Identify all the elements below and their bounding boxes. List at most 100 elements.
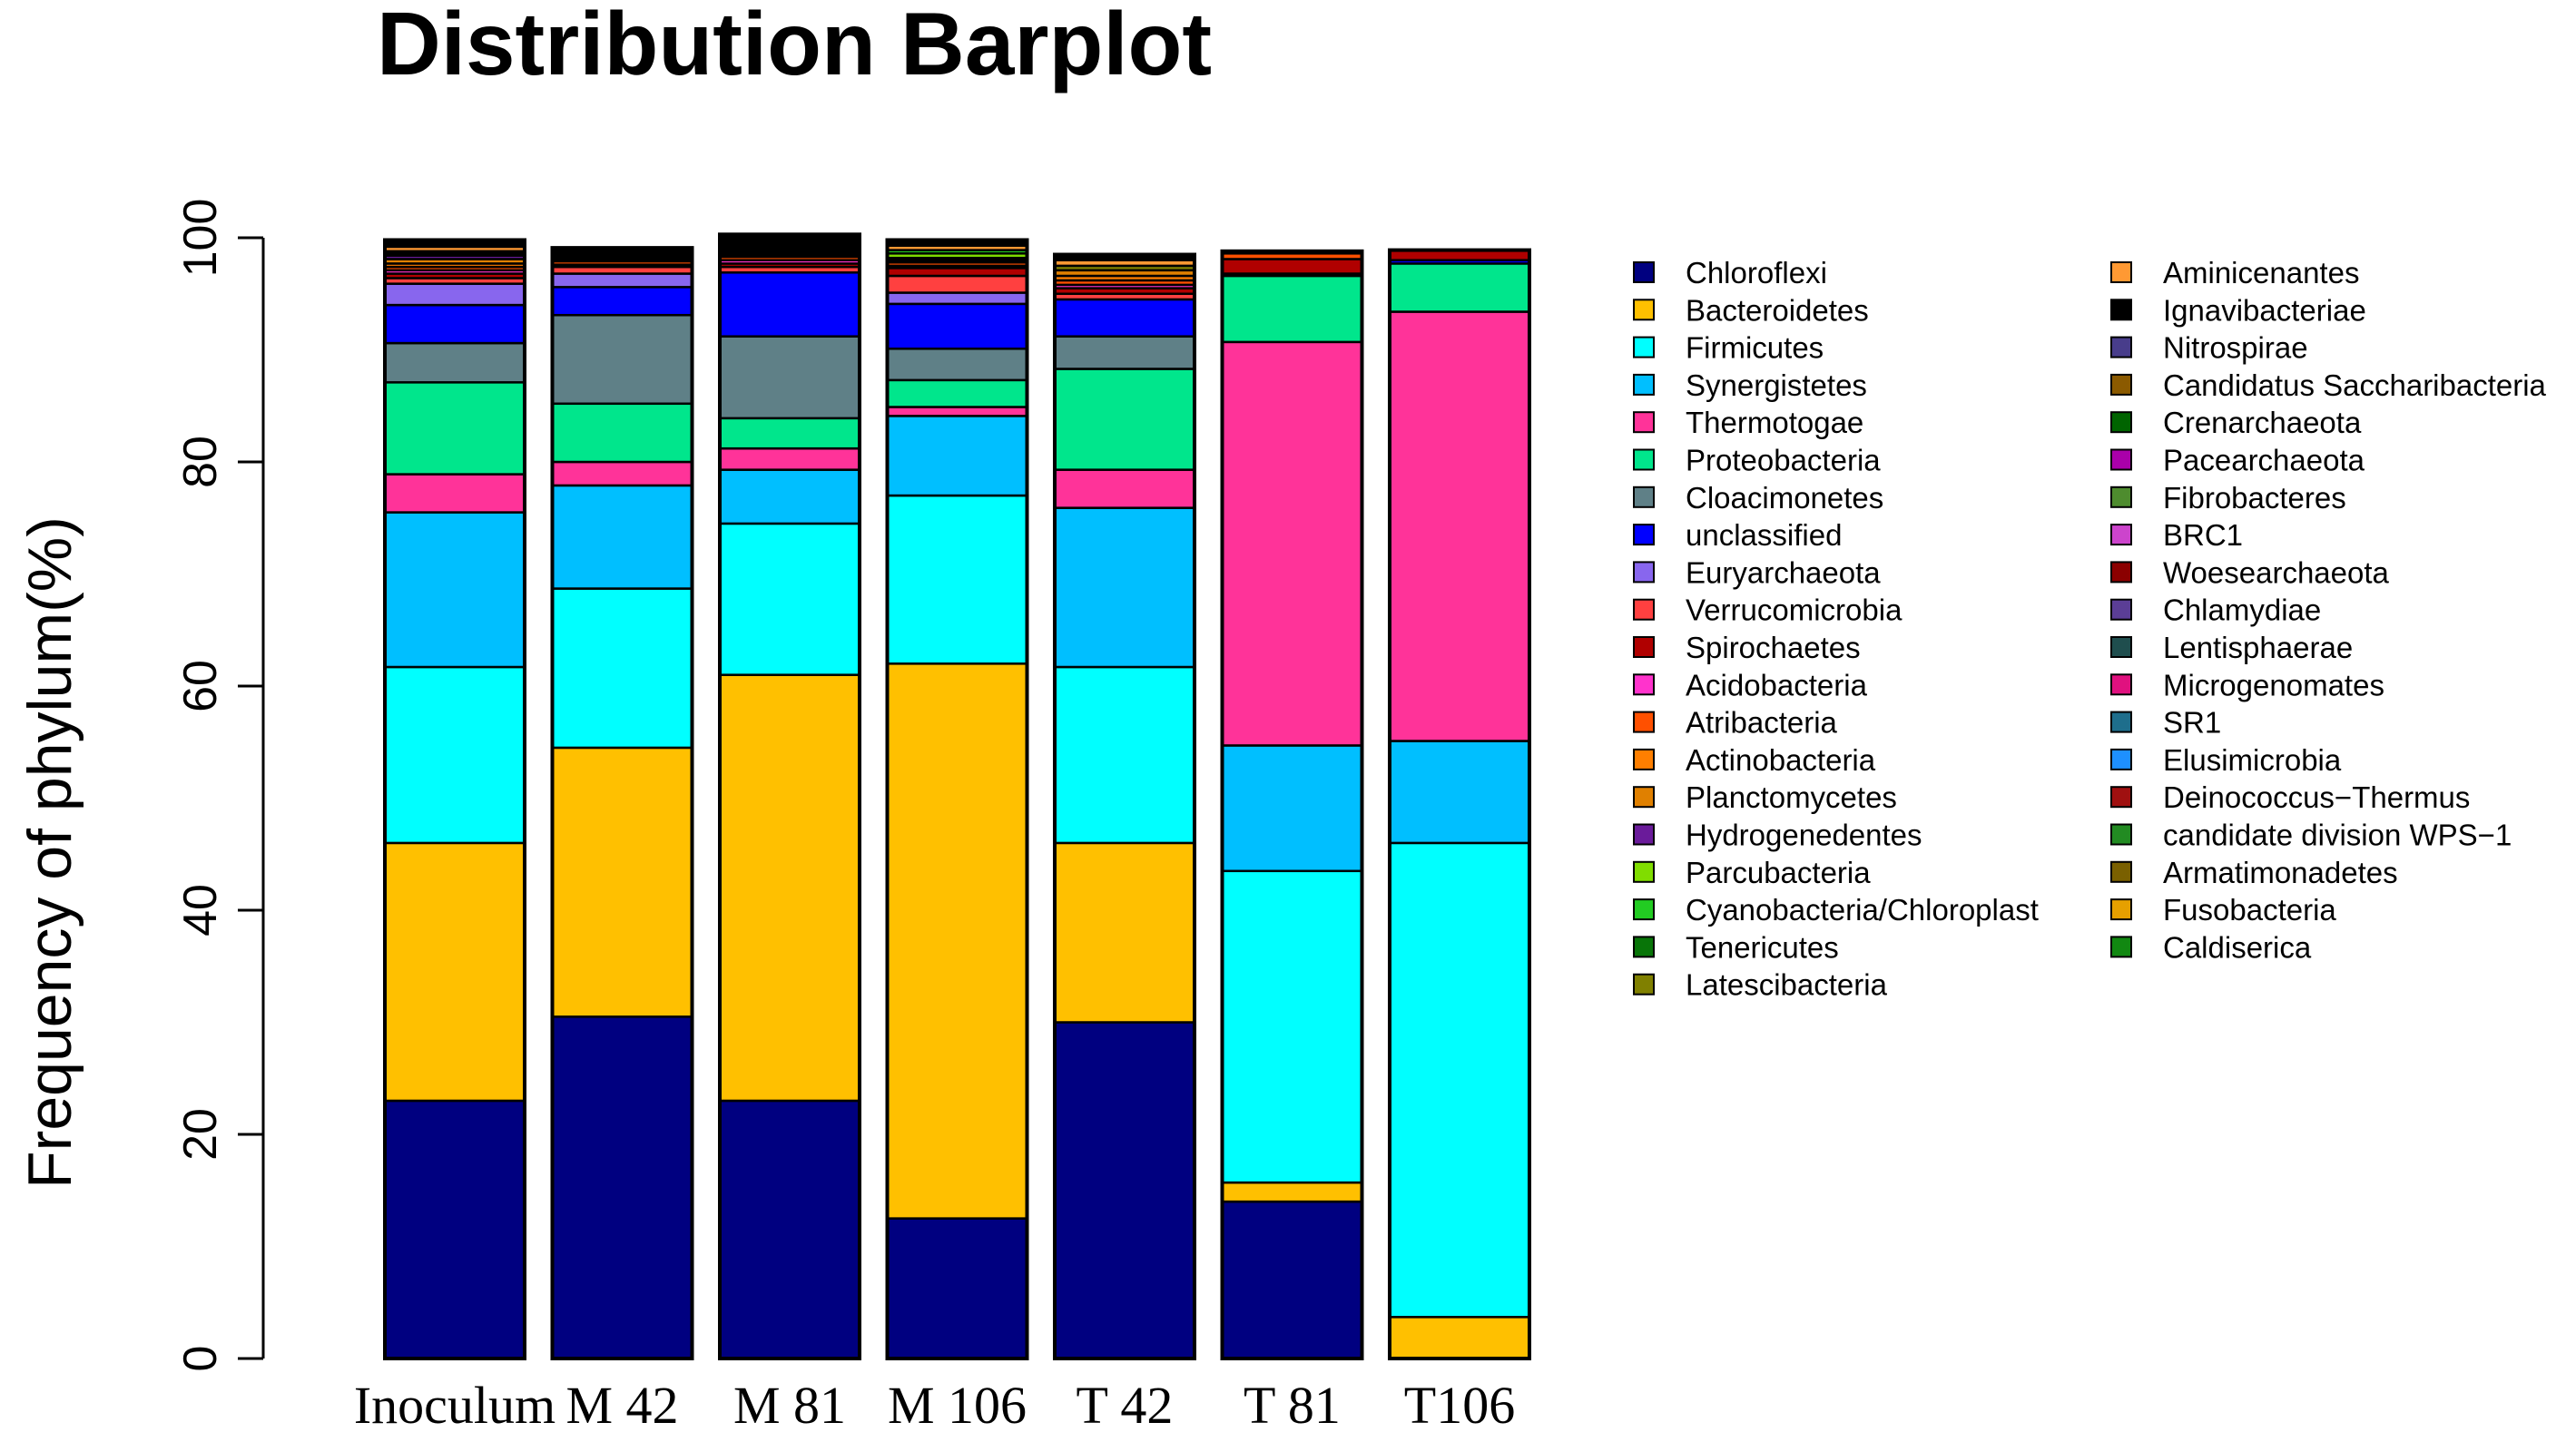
legend-item-aminicenantes: Aminicenantes: [2110, 256, 2359, 289]
bar-segment-bacteroidetes: [383, 841, 526, 1103]
legend-swatch: [2110, 524, 2132, 546]
legend-label: Atribacteria: [1686, 706, 1838, 740]
legend-swatch: [2110, 823, 2132, 846]
legend-swatch: [1633, 336, 1655, 358]
bar-segment-bacteroidetes: [551, 746, 693, 1018]
legend-swatch: [2110, 786, 2132, 809]
legend-label: Verrucomicrobia: [1686, 593, 1903, 627]
bar-segment-proteobacteria: [383, 381, 526, 476]
legend-item-hydrogenedentes: Hydrogenedentes: [1633, 819, 1922, 852]
legend-item-fusobacteria: Fusobacteria: [2110, 893, 2336, 927]
legend-item-spirochaetes: Spirochaetes: [1633, 631, 1861, 664]
bar-segment-chloroflexi: [1053, 1021, 1196, 1360]
bar-segment-chloroflexi: [886, 1217, 1028, 1360]
y-tick-label: 80: [174, 436, 227, 488]
bar-segment-proteobacteria: [718, 417, 861, 450]
legend-label: Synergistetes: [1686, 368, 1867, 402]
bar-segment-bacteroidetes: [1388, 1316, 1531, 1360]
bar-outline: [383, 238, 526, 1361]
legend-label: Thermotogae: [1686, 406, 1863, 439]
legend-label: Cyanobacteria/Chloroplast: [1686, 893, 2039, 927]
bar-outline: [1053, 252, 1196, 1360]
legend-swatch: [1633, 373, 1655, 396]
legend-swatch: [1633, 936, 1655, 958]
legend-label: Euryarchaeota: [1686, 555, 1881, 589]
legend-label: SR1: [2163, 706, 2221, 740]
bar-segment-spirochaetes: [1221, 258, 1363, 275]
bar-segment-thermotogae: [383, 473, 526, 514]
bar-segment-bacteroidetes: [1221, 1181, 1363, 1203]
bar-segment-euryarchaeota: [886, 291, 1028, 306]
legend-swatch: [1633, 898, 1655, 921]
legend-label: Pacearchaeota: [2163, 444, 2365, 477]
legend-swatch: [2110, 936, 2132, 958]
x-tick-label-m-42: M 42: [565, 1376, 678, 1435]
legend-item-cyanobacteria-chloroplast: Cyanobacteria/Chloroplast: [1633, 893, 2039, 927]
bar-segment-verrucomicrobia: [886, 274, 1028, 294]
bar-segment-synergistetes: [383, 511, 526, 669]
bar-segment-proteobacteria: [886, 378, 1028, 408]
legend-label: Lentisphaerae: [2163, 631, 2353, 664]
bar-outline: [550, 246, 694, 1360]
legend-label: Latescibacteria: [1686, 968, 1888, 1002]
x-tick-label-t-42: T 42: [1077, 1376, 1174, 1435]
legend-swatch: [2110, 711, 2132, 733]
bar-segment-euryarchaeota: [383, 282, 526, 307]
legend-label: Fibrobacteres: [2163, 481, 2346, 515]
y-tick-label: 40: [174, 884, 227, 937]
bar-segment-unclassified: [551, 286, 693, 317]
legend-label: Aminicenantes: [2163, 256, 2359, 289]
legend-label: Parcubacteria: [1686, 856, 1871, 889]
bar-segment-chloroflexi: [1221, 1200, 1363, 1360]
bar-segment-proteobacteria: [1053, 368, 1196, 471]
bar-segment-thermotogae: [1221, 340, 1363, 747]
legend-label: Deinococcus−Thermus: [2163, 780, 2470, 814]
legend-label: candidate division WPS−1: [2163, 819, 2512, 852]
legend-swatch: [2110, 411, 2132, 434]
bar-segment-bacteroidetes: [886, 662, 1028, 1220]
legend-label: Proteobacteria: [1686, 444, 1881, 477]
legend-item-firmicutes: Firmicutes: [1633, 331, 1824, 365]
x-tick-label-m-106: M 106: [888, 1376, 1027, 1435]
y-axis-label: Frequency of phylum(%): [15, 516, 84, 1189]
bar-segment-firmicutes: [886, 494, 1028, 665]
y-axis: 0 20 40 60 80 100 Frequency of phylum(%): [15, 199, 265, 1372]
legend-swatch: [1633, 673, 1655, 696]
legend-swatch: [2110, 898, 2132, 921]
legend-swatch: [2110, 748, 2132, 770]
legend-swatch: [2110, 336, 2132, 358]
bar-segment-firmicutes: [1388, 841, 1531, 1319]
legend-label: Woesearchaeota: [2163, 555, 2390, 589]
legend-item-verrucomicrobia: Verrucomicrobia: [1633, 593, 1903, 627]
legend-label: Hydrogenedentes: [1686, 819, 1922, 852]
bar-stack-m-81: [718, 232, 861, 1360]
legend-swatch: [1633, 973, 1655, 996]
bar-segment-synergistetes: [718, 468, 861, 525]
bar-stack-inoculum: [383, 238, 526, 1361]
legend-item-sr1: SR1: [2110, 706, 2221, 740]
legend-item-candidate-division-wps-1: candidate division WPS−1: [2110, 819, 2512, 852]
bar-segment-firmicutes: [718, 522, 861, 676]
y-tick-label: 20: [174, 1108, 227, 1161]
legend-item-thermotogae: Thermotogae: [1633, 406, 1863, 439]
legend-item-acidobacteria: Acidobacteria: [1633, 668, 1868, 701]
legend-label: Fusobacteria: [2163, 893, 2336, 927]
bar-segment-synergistetes: [1053, 506, 1196, 669]
y-tick-label: 60: [174, 660, 227, 712]
bar-segment-synergistetes: [1221, 744, 1363, 873]
legend-item-fibrobacteres: Fibrobacteres: [2110, 481, 2346, 515]
bar-segment-thermotogae: [886, 406, 1028, 417]
legend-label: Spirochaetes: [1686, 631, 1861, 664]
bar-segment-cloacimonetes: [718, 335, 861, 420]
bar-segment-thermotogae: [1388, 310, 1531, 742]
legend-item-actinobacteria: Actinobacteria: [1633, 743, 1876, 777]
bar-segment-chloroflexi: [551, 1015, 693, 1360]
legend-swatch: [1633, 524, 1655, 546]
bar-segment-cloacimonetes: [551, 313, 693, 406]
y-tick-label: 0: [174, 1346, 227, 1372]
bar-outline: [1388, 248, 1531, 1361]
bar-segment-cloacimonetes: [383, 341, 526, 384]
legend-swatch: [2110, 299, 2132, 321]
bar-segment-proteobacteria: [1221, 274, 1363, 344]
